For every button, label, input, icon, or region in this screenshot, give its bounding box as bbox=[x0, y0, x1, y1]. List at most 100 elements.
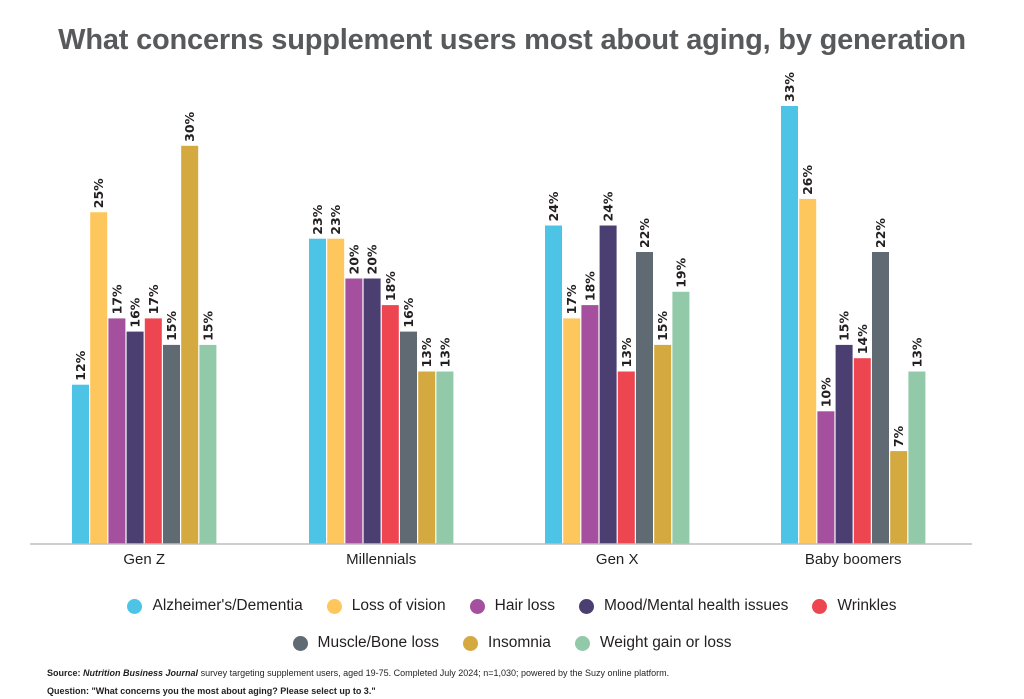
value-label: 15% bbox=[655, 311, 670, 341]
bar-gen-z-3 bbox=[126, 331, 144, 544]
legend-item: Muscle/Bone loss bbox=[292, 634, 440, 652]
value-label: 7% bbox=[891, 425, 906, 447]
source-publication: Nutrition Business Journal bbox=[83, 668, 199, 678]
value-labels-group: 12%25%17% 16% 17%15%30%15%23% 23%20% 20%18%1… bbox=[73, 72, 924, 447]
bar-gen-x-6 bbox=[654, 344, 672, 544]
value-label: 12% bbox=[73, 350, 88, 380]
legend-label: Muscle/Bone loss bbox=[317, 634, 440, 651]
bar-gen-z-1 bbox=[90, 212, 108, 544]
question-text: Question: "What concerns you the most ab… bbox=[47, 686, 376, 696]
bar-gen-x-3 bbox=[599, 225, 617, 544]
legend-swatch bbox=[469, 598, 485, 614]
value-label: 18% bbox=[383, 271, 398, 301]
bar-gen-x-0 bbox=[545, 225, 562, 544]
value-label: 13% bbox=[909, 337, 924, 367]
legend-label: Loss of vision bbox=[351, 597, 446, 614]
bar-gen-z-7 bbox=[199, 344, 217, 544]
bar-gen-z-2 bbox=[108, 318, 126, 544]
value-label: 25% bbox=[91, 178, 106, 208]
value-label: 22% bbox=[873, 218, 888, 248]
value-label: 26% bbox=[800, 165, 815, 195]
source-note: Source: Nutrition Business Journal surve… bbox=[47, 668, 669, 678]
value-label: 15% bbox=[837, 311, 852, 341]
category-label: Gen Z bbox=[123, 551, 165, 568]
category-label: Gen X bbox=[596, 551, 639, 568]
bar-millennials-2 bbox=[345, 278, 363, 544]
legend-item: Wrinkles bbox=[812, 597, 897, 615]
legend-swatch bbox=[578, 598, 594, 614]
legend-swatch bbox=[326, 598, 342, 614]
value-label: 33% bbox=[782, 72, 797, 102]
value-label: 19% bbox=[673, 257, 688, 287]
bar-baby-boomers-2 bbox=[817, 411, 835, 544]
category-labels-group: Gen Z Millennials Gen X Baby boomers bbox=[123, 551, 901, 568]
value-label: 13% bbox=[619, 337, 634, 367]
source-text: survey targeting supplement users, aged … bbox=[200, 668, 670, 678]
question-note: Question: "What concerns you the most ab… bbox=[47, 686, 376, 696]
legend-row-2: Muscle/Bone loss Insomnia Weight gain or l… bbox=[0, 634, 1024, 652]
bar-millennials-5 bbox=[400, 331, 417, 544]
bars-group bbox=[72, 106, 926, 545]
legend-item: Loss of vision bbox=[326, 597, 446, 615]
value-label: 17% bbox=[146, 284, 161, 314]
legend-item: Insomnia bbox=[463, 634, 551, 652]
value-label: 23% bbox=[328, 204, 343, 234]
value-label: 17% bbox=[109, 284, 124, 314]
bar-millennials-1 bbox=[327, 238, 345, 544]
bar-baby-boomers-5 bbox=[872, 252, 889, 544]
bar-baby-boomers-3 bbox=[835, 344, 853, 544]
legend-label: Insomnia bbox=[488, 634, 551, 651]
bar-baby-boomers-6 bbox=[890, 451, 908, 544]
value-label: 10% bbox=[818, 377, 833, 407]
bar-gen-z-6 bbox=[181, 145, 199, 545]
legend-row-1: Alzheimer's/Dementia Loss of vision Hair l… bbox=[0, 597, 1024, 615]
bar-millennials-4 bbox=[381, 305, 399, 544]
value-label: 15% bbox=[164, 311, 179, 341]
legend-item: Weight gain or loss bbox=[574, 634, 732, 652]
bar-chart: 12%25%17% 16% 17%15%30%15%23% 23%20% 20%18%1… bbox=[30, 72, 972, 568]
legend-label: Weight gain or loss bbox=[599, 634, 732, 651]
value-label: 20% bbox=[365, 244, 380, 274]
bar-baby-boomers-0 bbox=[781, 106, 798, 544]
legend-item: Hair loss bbox=[469, 597, 555, 615]
legend-label: Hair loss bbox=[494, 597, 555, 614]
bar-gen-x-7 bbox=[672, 291, 690, 544]
value-label: 23% bbox=[310, 204, 325, 234]
value-label: 20% bbox=[346, 244, 361, 274]
legend-label: Mood/Mental health issues bbox=[603, 597, 789, 614]
bar-gen-x-1 bbox=[563, 318, 581, 544]
category-label: Millennials bbox=[346, 551, 416, 568]
bar-baby-boomers-7 bbox=[908, 371, 926, 544]
legend-item: Alzheimer's/Dementia bbox=[127, 597, 303, 615]
value-label: 22% bbox=[637, 218, 652, 248]
bar-millennials-3 bbox=[363, 278, 381, 544]
bar-millennials-0 bbox=[309, 238, 326, 544]
value-label: 17% bbox=[564, 284, 579, 314]
value-label: 16% bbox=[128, 297, 143, 327]
legend-label: Alzheimer's/Dementia bbox=[152, 597, 303, 614]
bar-millennials-6 bbox=[418, 371, 436, 544]
bar-baby-boomers-1 bbox=[799, 198, 817, 544]
legend-label: Wrinkles bbox=[837, 597, 897, 614]
category-label: Baby boomers bbox=[805, 551, 902, 568]
bar-millennials-7 bbox=[436, 371, 454, 544]
value-label: 16% bbox=[401, 297, 416, 327]
value-label: 18% bbox=[582, 271, 597, 301]
legend-swatch bbox=[812, 598, 828, 614]
value-label: 13% bbox=[437, 337, 452, 367]
bar-gen-z-4 bbox=[144, 318, 162, 544]
legend-swatch bbox=[292, 635, 308, 651]
value-label: 14% bbox=[855, 324, 870, 354]
bar-baby-boomers-4 bbox=[853, 358, 871, 544]
legend-swatch bbox=[574, 635, 590, 651]
value-label: 15% bbox=[200, 311, 215, 341]
value-label: 13% bbox=[419, 337, 434, 367]
bar-gen-x-4 bbox=[617, 371, 635, 544]
bar-gen-x-5 bbox=[636, 252, 653, 544]
bar-gen-z-0 bbox=[72, 384, 89, 544]
value-label: 30% bbox=[182, 111, 197, 141]
bar-gen-z-5 bbox=[163, 344, 180, 544]
bar-gen-x-2 bbox=[581, 305, 599, 544]
legend-item: Mood/Mental health issues bbox=[578, 597, 789, 615]
value-label: 24% bbox=[546, 191, 561, 221]
